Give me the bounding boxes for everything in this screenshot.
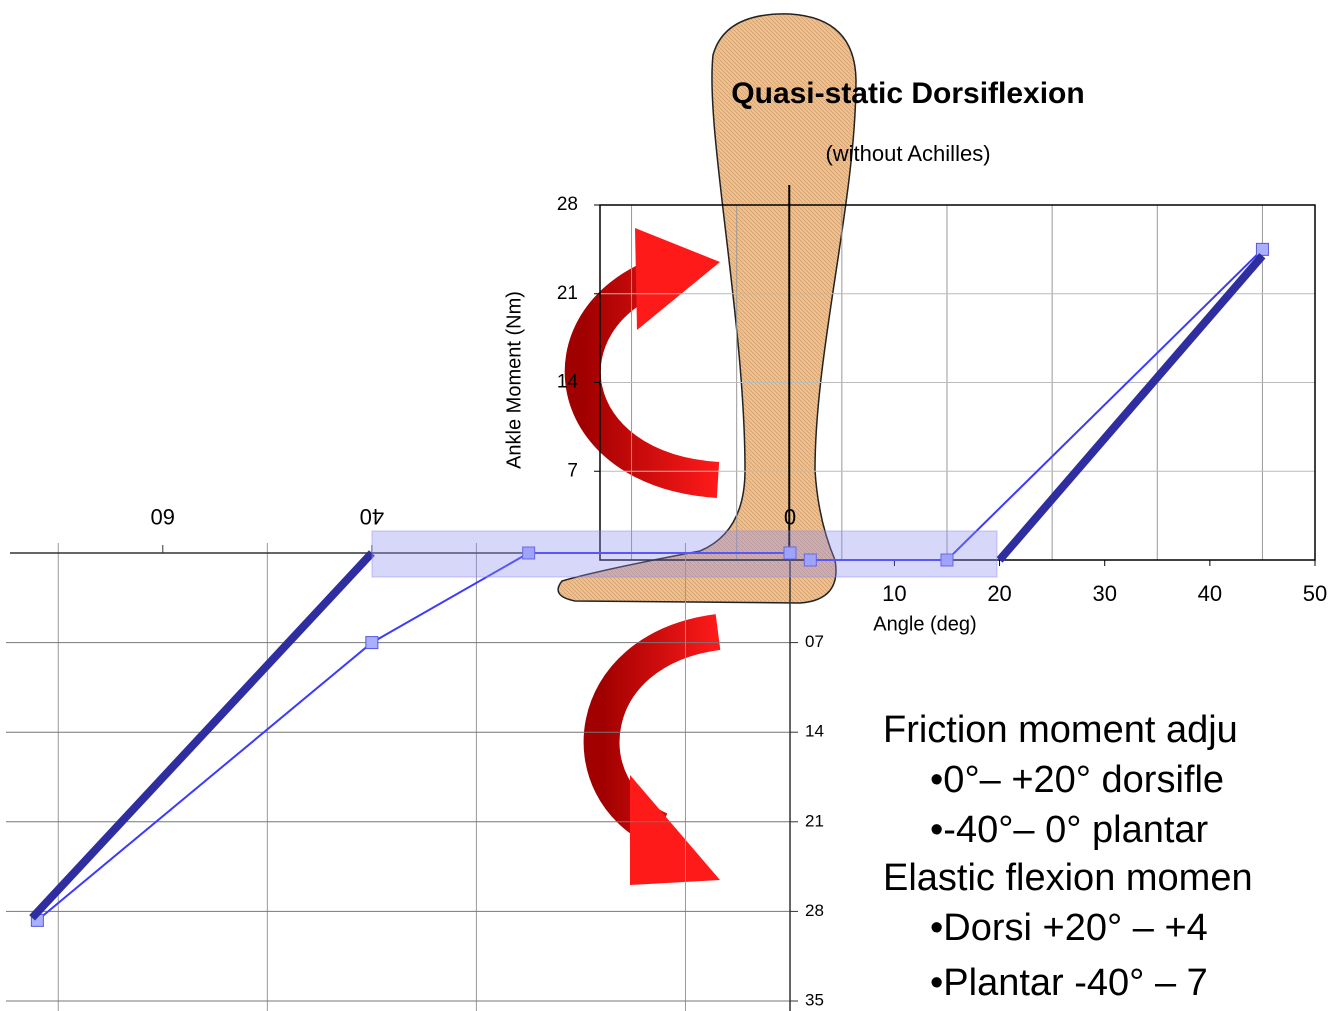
x-tick-label: 40 <box>360 504 384 529</box>
y-axis-label: Ankle Moment (Nm) <box>503 291 525 469</box>
x-tick-label: 40 <box>1198 581 1222 606</box>
data-point <box>803 553 817 567</box>
text-line: Friction moment adju <box>883 709 1238 751</box>
data-point <box>522 546 536 560</box>
data-point <box>365 636 379 650</box>
y-tick-label: 14 <box>557 372 579 393</box>
charts: 7 14 21 28 10 20 30 40 50 Quasi-static Dorsiflexi… <box>6 77 1327 1011</box>
data-line <box>996 253 1266 563</box>
y-tick-label: 7 <box>567 460 578 481</box>
x-tick-label: 0 <box>784 504 796 529</box>
x-tick-label: 60 <box>151 504 175 529</box>
text-line: Elastic flexion momen <box>883 857 1253 899</box>
y-tick-label: 07 <box>805 632 824 651</box>
data-line <box>36 552 790 922</box>
data-point <box>1255 242 1269 256</box>
y-tick-label: 28 <box>557 194 578 215</box>
dorsiflexion-arrow <box>564 258 720 498</box>
text-line: •Dorsi +20° – +4 <box>930 907 1208 949</box>
x-axis-label: Angle (deg) <box>873 613 976 635</box>
x-tick-label: 20 <box>987 581 1011 606</box>
x-tick-label: 30 <box>1092 581 1116 606</box>
plantarflexion-arrowhead <box>630 775 720 885</box>
chart-subtitle: (without Achilles) <box>825 141 990 166</box>
y-tick-label: 28 <box>805 901 824 920</box>
y-tick-label: 21 <box>805 811 824 830</box>
x-tick-label: 10 <box>882 581 906 606</box>
data-point <box>940 553 954 567</box>
highlight-band <box>371 530 998 578</box>
y-tick-label: 21 <box>557 283 578 304</box>
text-box: Friction moment adju •0°– +20° dorsifle •-… <box>883 709 1253 1004</box>
data-point <box>783 546 797 560</box>
text-line: •0°– +20° dorsifle <box>930 759 1224 801</box>
text-line: •Plantar -40° – 7 <box>930 962 1208 1004</box>
leg-foot <box>557 13 857 604</box>
plot-frame <box>599 204 1316 561</box>
x-tick-label: 50 <box>1303 581 1327 606</box>
text-line: •-40°– 0° plantar <box>930 809 1209 851</box>
plantarflexion-arrow <box>583 614 721 847</box>
y-tick-label: 14 <box>805 722 824 741</box>
y-tick-label: 35 <box>805 990 824 1009</box>
chart-title: Quasi-static Dorsiflexion <box>731 77 1084 110</box>
dorsiflexion-arrowhead <box>635 228 720 330</box>
data-line <box>29 550 375 921</box>
